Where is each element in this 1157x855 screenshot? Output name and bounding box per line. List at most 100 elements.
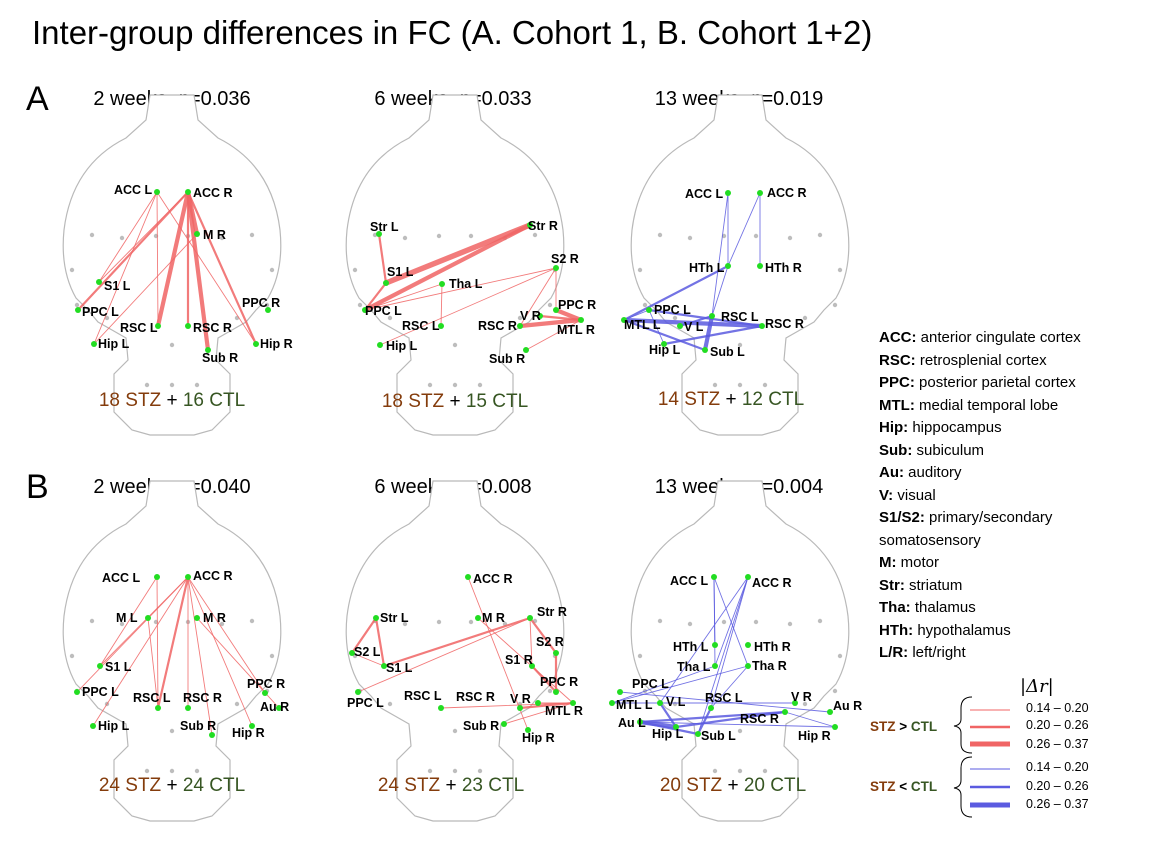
glossary-item: RSC: retrosplenial cortex	[879, 351, 1047, 369]
grid-dot	[249, 618, 255, 624]
region-node	[637, 719, 643, 725]
region-label: MTL R	[557, 323, 595, 337]
region-label: Hip L	[98, 337, 130, 351]
region-label: V R	[520, 309, 541, 323]
region-node	[501, 721, 507, 727]
region-label: Sub L	[710, 345, 745, 359]
region-node	[527, 222, 533, 228]
connection-edge	[92, 576, 189, 727]
region-label: ACC R	[193, 186, 233, 200]
connection-edge	[696, 706, 713, 736]
region-node	[535, 700, 541, 706]
grid-dot	[672, 315, 678, 321]
connection-edge	[350, 616, 378, 655]
grid-dot	[737, 768, 743, 774]
connection-edge	[648, 309, 665, 345]
region-node	[725, 263, 731, 269]
connection-edges	[76, 189, 836, 736]
region-label: PPC L	[82, 305, 119, 319]
region-node	[194, 231, 200, 237]
region-label: RSC R	[478, 319, 517, 333]
grid-dot	[687, 235, 693, 241]
region-label: Tha L	[677, 660, 711, 674]
region-node	[525, 727, 531, 733]
connection-edge	[93, 233, 198, 345]
region-node	[439, 281, 445, 287]
grid-dot	[753, 233, 759, 239]
grid-dot	[712, 768, 718, 774]
connection-edge	[638, 720, 700, 736]
region-label: S1 L	[387, 265, 414, 279]
connection-edge	[440, 702, 574, 709]
region-node	[97, 663, 103, 669]
glossary-item: Hip: hippocampus	[879, 419, 1002, 436]
grid-dot	[357, 302, 363, 308]
region-label: MTL L	[616, 698, 653, 712]
region-label: M R	[203, 611, 226, 625]
region-label: ACC R	[473, 572, 513, 586]
grid-dot	[817, 232, 823, 238]
region-label: RSC L	[402, 319, 440, 333]
region-label: PPC L	[632, 677, 669, 691]
connection-edge	[156, 575, 190, 710]
connection-edge	[518, 701, 575, 710]
grid-dots	[69, 232, 843, 774]
grid-dot	[74, 302, 80, 308]
grid-dot	[452, 728, 458, 734]
region-node	[745, 642, 751, 648]
region-label: M L	[116, 611, 138, 625]
connection-edge	[374, 616, 386, 668]
region-node	[438, 705, 444, 711]
region-label: Sub R	[180, 719, 216, 733]
grid-dot	[89, 232, 95, 238]
region-node	[708, 705, 714, 711]
region-node	[517, 705, 523, 711]
grid-dot	[657, 618, 663, 624]
region-label: PPC L	[365, 304, 402, 318]
grid-dot	[169, 768, 175, 774]
region-label: Au L	[618, 716, 646, 730]
region-node	[155, 705, 161, 711]
region-node	[75, 307, 81, 313]
region-label: V L	[666, 695, 686, 709]
region-node	[553, 265, 559, 271]
connection-edge	[76, 576, 189, 693]
region-label: V R	[510, 692, 531, 706]
sample-size-b3: 20 STZ + 20 CTL	[659, 775, 807, 796]
region-node	[757, 190, 763, 196]
region-label: HTh L	[673, 640, 709, 654]
region-label: ACC L	[114, 183, 153, 197]
region-label: HTh R	[765, 261, 802, 275]
grid-dot	[837, 653, 843, 659]
figure-title: Inter-group differences in FC (A. Cohort…	[32, 14, 873, 51]
legend-header: |Δr|	[1020, 676, 1054, 697]
region-label: Sub R	[489, 352, 525, 366]
region-node	[438, 323, 444, 329]
region-node	[74, 689, 80, 695]
glossary-item: S1/S2: primary/secondary	[879, 509, 1053, 526]
legend-range-decrease-2: 0.20 – 0.26	[1026, 779, 1089, 793]
region-node	[249, 723, 255, 729]
region-node	[154, 574, 160, 580]
glossary-item: M: motor	[879, 554, 940, 571]
connection-edge	[93, 191, 158, 345]
connection-edge	[517, 317, 584, 329]
region-node	[155, 323, 161, 329]
region-label: Sub R	[202, 351, 238, 365]
region-node	[276, 705, 282, 711]
region-node	[185, 323, 191, 329]
section-letter-b: B	[26, 468, 49, 506]
grid-dot	[452, 382, 458, 388]
grid-dot	[436, 619, 442, 625]
region-label: RSC L	[721, 310, 759, 324]
grid-dot	[89, 618, 95, 624]
region-label: V R	[791, 690, 812, 704]
grid-dot	[802, 701, 808, 707]
region-node	[537, 313, 543, 319]
region-label: ACC R	[752, 576, 792, 590]
region-node	[253, 341, 259, 347]
connection-edge	[658, 701, 678, 729]
connection-edge	[185, 189, 211, 353]
connection-edge	[364, 267, 557, 311]
